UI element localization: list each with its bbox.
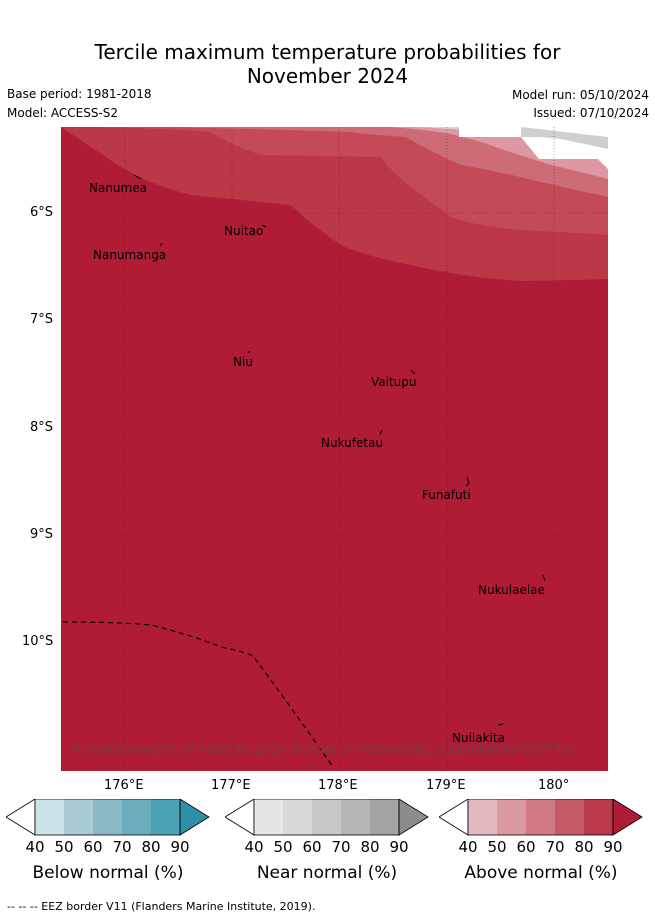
place-label-nukufetau: Nukufetau: [321, 436, 384, 450]
title-line-2: November 2024: [246, 64, 409, 88]
island-nuitao: [261, 224, 267, 228]
below-normal-title: Below normal (%): [32, 863, 184, 883]
eez-footnote: -- -- -- EEZ border V11 (Flanders Marine…: [7, 900, 316, 913]
title-line-1: Tercile maximum temperature probabilitie…: [94, 40, 561, 64]
above-tick-40: 40: [458, 838, 478, 856]
place-label-niu: Niu: [233, 355, 253, 369]
above-tick-90: 90: [603, 838, 623, 856]
below-normal-legend: 40 50 60 70 80 90 Below normal (%): [5, 798, 210, 883]
near-tick-90: 90: [389, 838, 409, 856]
island-nuilakita: [497, 723, 504, 726]
model-name: Model: ACCESS-S2: [7, 106, 119, 120]
lon-label-180: 180°: [538, 778, 570, 793]
place-label-nuitao: Nuitao: [224, 224, 264, 238]
near-normal-legend: 40 50 60 70 80 90 Near normal (%): [224, 798, 429, 883]
near-tick-60: 60: [302, 838, 322, 856]
near-tick-50: 50: [273, 838, 293, 856]
island-niu: [247, 350, 251, 354]
lat-label-6s: 6°S: [30, 205, 54, 220]
lon-label-178e: 178°E: [318, 778, 358, 793]
probability-map: [61, 127, 608, 771]
above-tick-70: 70: [545, 838, 565, 856]
lon-label-177e: 177°E: [211, 778, 251, 793]
lat-label-8s: 8°S: [30, 420, 54, 435]
issued-date: Issued: 07/10/2024: [533, 106, 649, 120]
place-label-nuilakita: Nuilakita: [452, 731, 505, 745]
above-tick-80: 80: [574, 838, 594, 856]
above-tick-50: 50: [487, 838, 507, 856]
near-tick-40: 40: [244, 838, 264, 856]
lat-label-10s: 10°S: [22, 634, 54, 649]
base-period: Base period: 1981-2018: [7, 87, 152, 101]
place-label-nanumanga: Nanumanga: [93, 248, 167, 262]
place-label-vaitupu: Vaitupu: [371, 375, 417, 389]
below-normal-colorbar: [5, 798, 210, 836]
lat-label-7s: 7°S: [30, 312, 54, 327]
island-funafuti: [465, 476, 470, 487]
place-label-nanumea: Nanumea: [89, 181, 147, 195]
above-normal-legend: 40 50 60 70 80 90 Above normal (%): [438, 798, 643, 883]
lat-label-9s: 9°S: [30, 527, 54, 542]
above-normal-colorbar: [438, 798, 643, 836]
near-tick-70: 70: [331, 838, 351, 856]
map-title: Tercile maximum temperature probabilitie…: [0, 40, 655, 88]
lon-label-179e: 179°E: [426, 778, 466, 793]
below-tick-80: 80: [141, 838, 161, 856]
graticule: [61, 127, 608, 771]
island-nukufetau: [379, 429, 383, 436]
near-normal-region-2: [521, 127, 608, 149]
blank-region-2: [531, 139, 608, 169]
island-vaitupu: [410, 369, 416, 375]
near-normal-colorbar: [224, 798, 429, 836]
below-tick-50: 50: [54, 838, 74, 856]
place-label-nukulaelae: Nukulaelae: [478, 583, 545, 597]
island-nanumea: [133, 174, 142, 180]
place-label-funafuti: Funafuti: [422, 488, 471, 502]
eez-border-line: [62, 621, 334, 768]
below-tick-90: 90: [170, 838, 190, 856]
near-normal-title: Near normal (%): [256, 863, 398, 883]
below-tick-70: 70: [112, 838, 132, 856]
island-nukulaelae: [542, 574, 546, 582]
above-normal-title: Above normal (%): [464, 863, 618, 883]
copyright-notice: © Commonwealth of Australia 2024, Bureau…: [69, 742, 575, 756]
below-tick-40: 40: [25, 838, 45, 856]
model-run: Model run: 05/10/2024: [511, 88, 649, 102]
island-marks: [133, 174, 546, 726]
below-tick-60: 60: [83, 838, 103, 856]
near-tick-80: 80: [360, 838, 380, 856]
island-nanumanga: [159, 242, 163, 247]
above-tick-60: 60: [516, 838, 536, 856]
lon-label-176e: 176°E: [104, 778, 144, 793]
